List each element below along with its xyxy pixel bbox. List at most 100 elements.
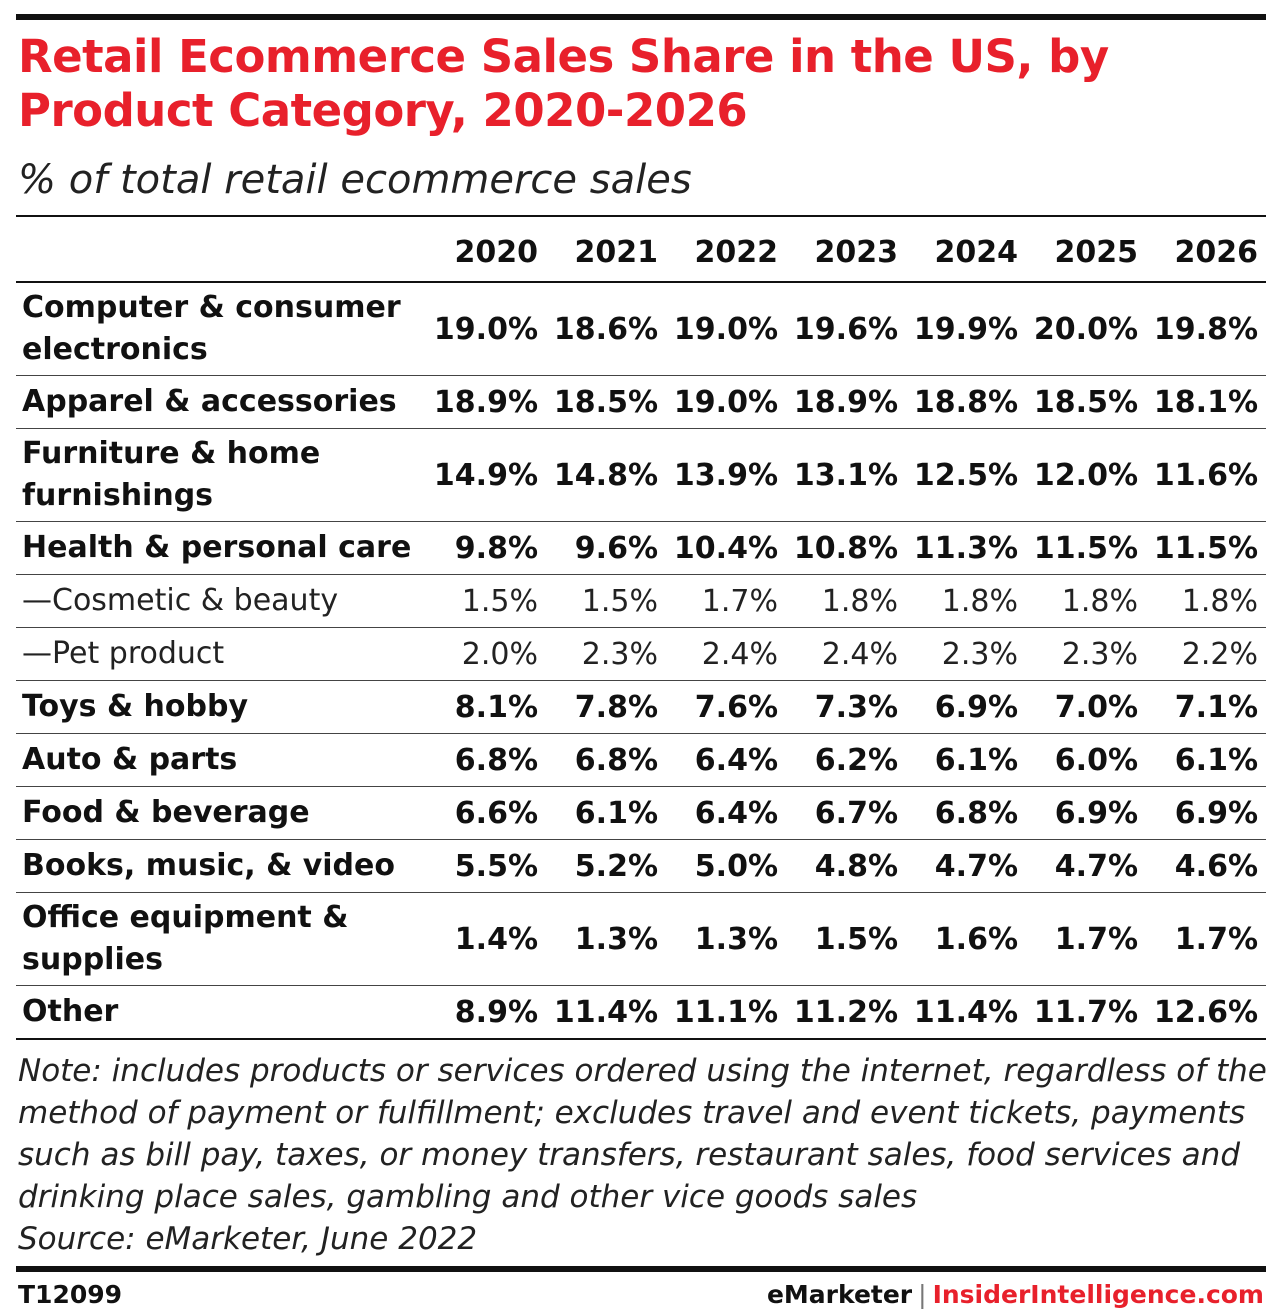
- brand-separator: |: [918, 1280, 927, 1309]
- table-row: Furniture & home furnishings 14.9% 14.8% 13…: [16, 428, 1266, 522]
- value-cell-2024: 1.6%: [906, 892, 1026, 986]
- value-cell-2020: 2.0%: [426, 627, 546, 681]
- value-cell-2022: 7.6%: [666, 680, 786, 734]
- value-cell-2026: 11.5%: [1146, 521, 1266, 575]
- value-cell-2021: 18.6%: [546, 282, 666, 376]
- value-cell-2021: 1.5%: [546, 574, 666, 628]
- value-cell-2020: 6.8%: [426, 733, 546, 787]
- value-cell-2024: 6.8%: [906, 786, 1026, 840]
- value-cell-2025: 18.5%: [1026, 375, 1146, 429]
- value-cell-2025: 6.0%: [1026, 733, 1146, 787]
- subtitle-rule: [16, 215, 1266, 217]
- value-cell-2023: 6.2%: [786, 733, 906, 787]
- value-cell-2022: 1.3%: [666, 892, 786, 986]
- value-cell-2022: 19.0%: [666, 282, 786, 376]
- column-header-2021: 2021: [546, 224, 666, 283]
- value-cell-2022: 5.0%: [666, 839, 786, 893]
- row-label: Office equipment & supplies: [16, 892, 426, 986]
- value-cell-2020: 5.5%: [426, 839, 546, 893]
- row-label: Auto & parts: [16, 733, 426, 787]
- value-cell-2021: 18.5%: [546, 375, 666, 429]
- value-cell-2026: 4.6%: [1146, 839, 1266, 893]
- table-row: Office equipment & supplies 1.4% 1.3% 1.3% 1…: [16, 892, 1266, 986]
- value-cell-2020: 1.4%: [426, 892, 546, 986]
- row-label: Food & beverage: [16, 786, 426, 840]
- column-header-2022: 2022: [666, 224, 786, 283]
- table-body: Computer & consumer electronics 19.0% 18.6…: [16, 282, 1266, 1040]
- value-cell-2026: 11.6%: [1146, 428, 1266, 522]
- table-row: Toys & hobby 8.1% 7.8% 7.6% 7.3% 6.9% 7.0% 7.1%: [16, 680, 1266, 734]
- value-cell-2022: 11.1%: [666, 985, 786, 1040]
- value-cell-2020: 8.9%: [426, 985, 546, 1040]
- value-cell-2020: 9.8%: [426, 521, 546, 575]
- value-cell-2026: 19.8%: [1146, 282, 1266, 376]
- row-label: —Cosmetic & beauty: [16, 574, 426, 628]
- value-cell-2024: 4.7%: [906, 839, 1026, 893]
- footer-brand: eMarketer | InsiderIntelligence.com: [767, 1280, 1264, 1309]
- value-cell-2023: 19.6%: [786, 282, 906, 376]
- value-cell-2023: 2.4%: [786, 627, 906, 681]
- value-cell-2023: 7.3%: [786, 680, 906, 734]
- value-cell-2025: 1.7%: [1026, 892, 1146, 986]
- value-cell-2020: 6.6%: [426, 786, 546, 840]
- value-cell-2024: 6.1%: [906, 733, 1026, 787]
- data-table: 2020 2021 2022 2023 2024 2025 2026 Computer & …: [16, 224, 1266, 1040]
- value-cell-2024: 6.9%: [906, 680, 1026, 734]
- value-cell-2025: 2.3%: [1026, 627, 1146, 681]
- value-cell-2025: 1.8%: [1026, 574, 1146, 628]
- note-block: Note: includes products or services orde…: [18, 1050, 1268, 1260]
- value-cell-2025: 11.5%: [1026, 521, 1146, 575]
- value-cell-2023: 10.8%: [786, 521, 906, 575]
- row-label: Books, music, & video: [16, 839, 426, 893]
- value-cell-2021: 9.6%: [546, 521, 666, 575]
- brand-emarketer: eMarketer: [766, 1280, 913, 1309]
- value-cell-2021: 7.8%: [546, 680, 666, 734]
- value-cell-2023: 6.7%: [786, 786, 906, 840]
- column-header-2026: 2026: [1146, 224, 1266, 283]
- table-row: Food & beverage 6.6% 6.1% 6.4% 6.7% 6.8% 6.9% 6…: [16, 786, 1266, 840]
- bottom-rule: [16, 1266, 1266, 1272]
- table-row: Computer & consumer electronics 19.0% 18.6…: [16, 282, 1266, 376]
- value-cell-2025: 20.0%: [1026, 282, 1146, 376]
- value-cell-2023: 11.2%: [786, 985, 906, 1040]
- column-header-2023: 2023: [786, 224, 906, 283]
- table-header-row: 2020 2021 2022 2023 2024 2025 2026: [16, 224, 1266, 283]
- chart-id: T12099: [18, 1280, 123, 1309]
- value-cell-2026: 1.7%: [1146, 892, 1266, 986]
- value-cell-2024: 19.9%: [906, 282, 1026, 376]
- value-cell-2025: 12.0%: [1026, 428, 1146, 522]
- column-header-2025: 2025: [1026, 224, 1146, 283]
- value-cell-2026: 18.1%: [1146, 375, 1266, 429]
- value-cell-2024: 1.8%: [906, 574, 1026, 628]
- value-cell-2026: 6.9%: [1146, 786, 1266, 840]
- value-cell-2021: 11.4%: [546, 985, 666, 1040]
- value-cell-2025: 7.0%: [1026, 680, 1146, 734]
- table-row: Books, music, & video 5.5% 5.2% 5.0% 4.8% 4.7…: [16, 839, 1266, 893]
- value-cell-2022: 19.0%: [666, 375, 786, 429]
- value-cell-2026: 7.1%: [1146, 680, 1266, 734]
- table-row: Auto & parts 6.8% 6.8% 6.4% 6.2% 6.1% 6.0% 6.1%: [16, 733, 1266, 787]
- value-cell-2023: 4.8%: [786, 839, 906, 893]
- chart-subtitle: % of total retail ecommerce sales: [18, 157, 692, 203]
- value-cell-2026: 6.1%: [1146, 733, 1266, 787]
- row-label: Furniture & home furnishings: [16, 428, 426, 522]
- value-cell-2025: 4.7%: [1026, 839, 1146, 893]
- value-cell-2022: 1.7%: [666, 574, 786, 628]
- value-cell-2022: 10.4%: [666, 521, 786, 575]
- value-cell-2023: 1.5%: [786, 892, 906, 986]
- table-row: Other 8.9% 11.4% 11.1% 11.2% 11.4% 11.7% 12.6%: [16, 985, 1266, 1040]
- table-row: —Pet product 2.0% 2.3% 2.4% 2.4% 2.3% 2.3% 2.2%: [16, 627, 1266, 681]
- value-cell-2021: 6.1%: [546, 786, 666, 840]
- value-cell-2023: 1.8%: [786, 574, 906, 628]
- value-cell-2020: 8.1%: [426, 680, 546, 734]
- value-cell-2020: 14.9%: [426, 428, 546, 522]
- value-cell-2022: 2.4%: [666, 627, 786, 681]
- brand-insider-intelligence-link[interactable]: InsiderIntelligence.com: [932, 1280, 1264, 1309]
- note-text: Note: includes products or services orde…: [18, 1053, 1267, 1215]
- value-cell-2023: 18.9%: [786, 375, 906, 429]
- corner-cell: [16, 224, 426, 283]
- value-cell-2021: 1.3%: [546, 892, 666, 986]
- value-cell-2024: 2.3%: [906, 627, 1026, 681]
- value-cell-2024: 11.3%: [906, 521, 1026, 575]
- value-cell-2023: 13.1%: [786, 428, 906, 522]
